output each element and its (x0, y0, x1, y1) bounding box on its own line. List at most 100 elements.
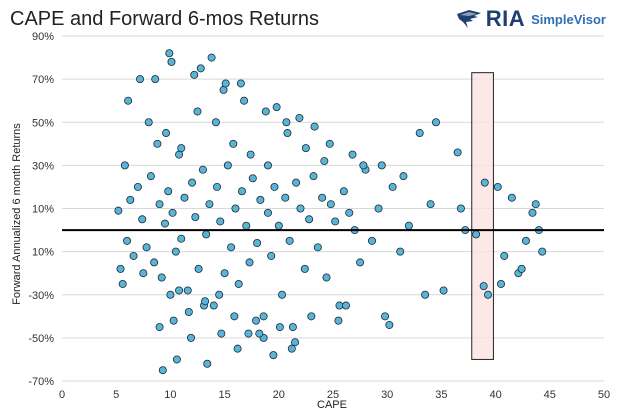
data-point (242, 221, 251, 230)
x-tick-label: 25 (327, 389, 339, 401)
data-point (194, 264, 203, 273)
y-tick-label: -50% (28, 333, 54, 345)
data-point (287, 344, 296, 353)
brand-sub: SimpleVisor (531, 11, 606, 27)
data-point (217, 329, 226, 338)
data-point (155, 323, 164, 332)
data-point (348, 150, 357, 159)
data-point (493, 182, 502, 191)
data-point (259, 312, 268, 321)
data-point (480, 178, 489, 187)
data-point (124, 96, 133, 105)
data-point (345, 208, 354, 217)
data-point (167, 57, 176, 66)
data-point (377, 161, 386, 170)
data-point (190, 70, 199, 79)
data-point (165, 49, 174, 58)
data-point (313, 243, 322, 252)
data-point (285, 236, 294, 245)
data-point (123, 236, 132, 245)
data-point (269, 351, 278, 360)
data-point (237, 187, 246, 196)
data-point (221, 79, 230, 88)
data-point (233, 344, 242, 353)
x-tick-label: 20 (273, 389, 285, 401)
data-point (240, 96, 249, 105)
data-point (160, 219, 169, 228)
x-axis-label: CAPE (317, 399, 347, 411)
data-point (356, 258, 365, 267)
data-point (479, 282, 488, 291)
data-point (157, 273, 166, 282)
data-point (309, 172, 318, 181)
data-point (263, 208, 272, 217)
data-point (216, 217, 225, 226)
chart-title: CAPE and Forward 6-mos Returns (10, 8, 320, 30)
data-point (213, 182, 222, 191)
data-point (246, 150, 255, 159)
x-tick-label: 10 (164, 389, 176, 401)
data-point (114, 206, 123, 215)
data-point (220, 269, 229, 278)
data-point (120, 161, 129, 170)
data-point (359, 161, 368, 170)
data-point (300, 264, 309, 273)
data-point (415, 129, 424, 138)
data-point (126, 195, 135, 204)
data-point (404, 221, 413, 230)
data-point (142, 243, 151, 252)
data-point (252, 316, 261, 325)
data-point (453, 148, 462, 157)
y-tick-label: 10% (32, 204, 54, 216)
data-point (288, 323, 297, 332)
data-point (150, 258, 159, 267)
data-point (118, 279, 127, 288)
data-point (196, 64, 205, 73)
data-point (191, 213, 200, 222)
data-point (138, 215, 147, 224)
data-point (227, 243, 236, 252)
data-point (177, 234, 186, 243)
data-point (339, 187, 348, 196)
data-point (326, 200, 335, 209)
data-point (202, 230, 211, 239)
data-point (155, 200, 164, 209)
data-point (261, 107, 270, 116)
data-point (291, 338, 300, 347)
data-point (388, 182, 397, 191)
data-point (116, 264, 125, 273)
data-point (153, 139, 162, 148)
data-point (282, 118, 291, 127)
data-point (129, 251, 138, 260)
data-point (175, 286, 184, 295)
data-point (255, 329, 264, 338)
data-point (538, 247, 547, 256)
data-point (162, 129, 171, 138)
data-point (231, 204, 240, 213)
y-tick-label: 30% (32, 160, 54, 172)
data-point (275, 323, 284, 332)
data-point (169, 316, 178, 325)
data-point (164, 187, 173, 196)
data-point (144, 118, 153, 127)
data-point (374, 204, 383, 213)
grid-lines (62, 35, 604, 382)
data-point (133, 182, 142, 191)
highlight-region (471, 72, 494, 360)
data-point (166, 290, 175, 299)
data-point (209, 301, 218, 310)
data-point (320, 157, 329, 166)
data-point (177, 144, 186, 153)
x-tick-labels: 0 5 10 15 20 25 30 35 40 45 50 (59, 389, 610, 401)
x-tick-label: 50 (598, 389, 610, 401)
y-tick-label: -70% (28, 376, 54, 388)
data-point (205, 200, 214, 209)
data-point (439, 286, 448, 295)
data-point (183, 286, 192, 295)
data-point (244, 329, 253, 338)
data-point (310, 122, 319, 131)
y-axis-label: Forward Annualized 6 month Returns (11, 123, 23, 305)
data-point (456, 204, 465, 213)
data-point (331, 217, 340, 226)
